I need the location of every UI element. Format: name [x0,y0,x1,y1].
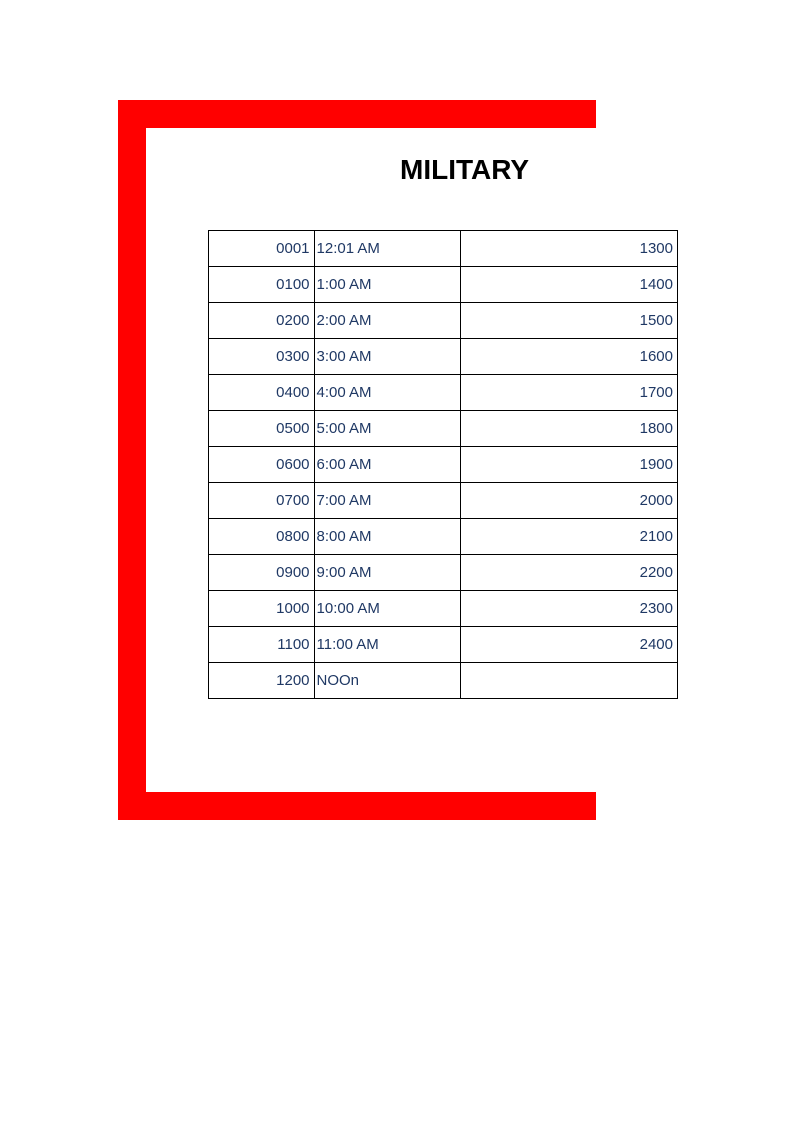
cell-standard-am: 7:00 AM [314,483,461,519]
border-left [118,100,146,820]
cell-standard-am: 5:00 AM [314,411,461,447]
cell-standard-am: 9:00 AM [314,555,461,591]
cell-military-am: 0200 [209,303,315,339]
page-title: MILITARY [400,154,529,186]
cell-standard-am: 2:00 AM [314,303,461,339]
time-conversion-table: 0001 12:01 AM 1300 0100 1:00 AM 1400 020… [208,230,678,699]
cell-military-am: 0400 [209,375,315,411]
time-table-wrap: 0001 12:01 AM 1300 0100 1:00 AM 1400 020… [208,230,678,699]
cell-military-am: 1200 [209,663,315,699]
cell-military-pm: 1900 [461,447,678,483]
cell-military-pm: 1600 [461,339,678,375]
cell-military-am: 0500 [209,411,315,447]
cell-military-pm: 1700 [461,375,678,411]
border-top [118,100,596,128]
table-row: 1000 10:00 AM 2300 [209,591,678,627]
table-row: 1100 11:00 AM 2400 [209,627,678,663]
cell-standard-am: 8:00 AM [314,519,461,555]
cell-military-am: 0001 [209,231,315,267]
cell-military-pm: 1800 [461,411,678,447]
table-row: 0100 1:00 AM 1400 [209,267,678,303]
cell-military-pm: 2300 [461,591,678,627]
table-row: 0700 7:00 AM 2000 [209,483,678,519]
table-row: 0500 5:00 AM 1800 [209,411,678,447]
cell-military-pm [461,663,678,699]
cell-military-pm: 2100 [461,519,678,555]
cell-standard-am: NOOn [314,663,461,699]
table-row: 0300 3:00 AM 1600 [209,339,678,375]
border-bottom [118,792,596,820]
cell-military-pm: 2400 [461,627,678,663]
cell-military-pm: 1300 [461,231,678,267]
table-row: 0600 6:00 AM 1900 [209,447,678,483]
content-area: MILITARY 0001 12:01 AM 1300 0100 1:00 AM… [146,128,678,792]
table-row: 0800 8:00 AM 2100 [209,519,678,555]
cell-military-am: 0700 [209,483,315,519]
cell-military-am: 0600 [209,447,315,483]
cell-military-pm: 2200 [461,555,678,591]
cell-standard-am: 10:00 AM [314,591,461,627]
table-row: 0400 4:00 AM 1700 [209,375,678,411]
cell-military-am: 0900 [209,555,315,591]
cell-military-am: 1100 [209,627,315,663]
table-row: 0900 9:00 AM 2200 [209,555,678,591]
page-frame: MILITARY 0001 12:01 AM 1300 0100 1:00 AM… [118,100,678,820]
cell-military-pm: 1500 [461,303,678,339]
cell-standard-am: 11:00 AM [314,627,461,663]
cell-standard-am: 3:00 AM [314,339,461,375]
cell-military-am: 0800 [209,519,315,555]
cell-military-am: 0100 [209,267,315,303]
cell-military-am: 0300 [209,339,315,375]
cell-standard-am: 1:00 AM [314,267,461,303]
cell-standard-am: 6:00 AM [314,447,461,483]
cell-standard-am: 12:01 AM [314,231,461,267]
cell-standard-am: 4:00 AM [314,375,461,411]
table-row: 0200 2:00 AM 1500 [209,303,678,339]
cell-military-pm: 2000 [461,483,678,519]
cell-military-pm: 1400 [461,267,678,303]
table-row: 1200 NOOn [209,663,678,699]
table-row: 0001 12:01 AM 1300 [209,231,678,267]
cell-military-am: 1000 [209,591,315,627]
